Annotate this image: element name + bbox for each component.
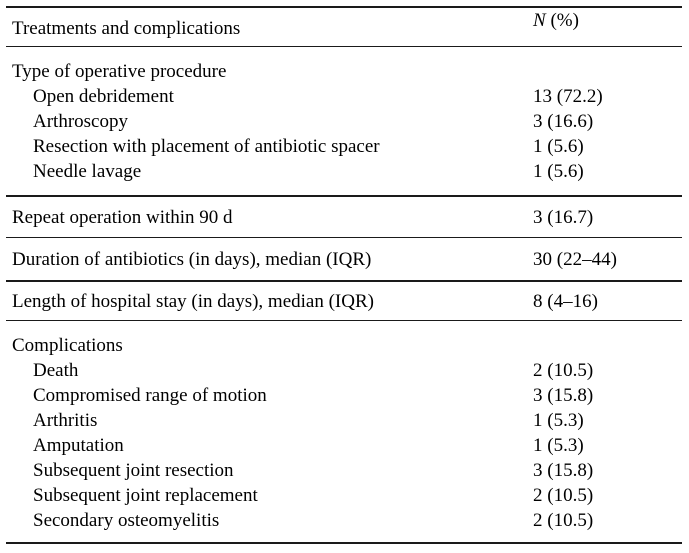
row-label: Complications	[12, 335, 123, 356]
row-value: 1 (5.3)	[533, 410, 584, 431]
horizontal-rule	[6, 319, 682, 321]
row-label: Death	[33, 360, 79, 381]
row-label: Compromised range of motion	[33, 385, 267, 406]
row-value: 2 (10.5)	[533, 485, 594, 506]
table-header-row: Treatments and complications N (%)	[6, 8, 682, 46]
horizontal-rule	[6, 236, 682, 238]
row-label: Amputation	[33, 435, 124, 456]
column-header-treatments: Treatments and complications	[12, 17, 241, 39]
row-value: 30 (22–44)	[533, 249, 617, 270]
row-value: 13 (72.2)	[533, 86, 603, 107]
horizontal-rule	[6, 280, 682, 282]
treatments-complications-table: Treatments and complications N (%) Type …	[6, 6, 682, 544]
table-row: Subsequent joint resection 3 (15.8)	[6, 458, 682, 483]
table-row: Type of operative procedure	[6, 59, 682, 84]
horizontal-rule-top	[6, 6, 682, 8]
row-label: Arthritis	[33, 410, 98, 431]
table-row: Death 2 (10.5)	[6, 358, 682, 383]
row-label: Secondary osteomyelitis	[33, 510, 220, 531]
table-row: Arthritis 1 (5.3)	[6, 408, 682, 433]
row-value: 2 (10.5)	[533, 510, 594, 531]
row-label: Open debridement	[33, 86, 174, 107]
table-row: Arthroscopy 3 (16.6)	[6, 109, 682, 134]
table-row: Length of hospital stay (in days), media…	[6, 289, 682, 314]
row-value: 1 (5.3)	[533, 435, 584, 456]
table-row: Subsequent joint replacement 2 (10.5)	[6, 483, 682, 508]
horizontal-rule-bottom	[6, 542, 682, 544]
table-section: Duration of antibiotics (in days), media…	[6, 238, 682, 280]
row-label: Needle lavage	[33, 161, 142, 182]
table-section: Type of operative procedure Open debridem…	[6, 47, 682, 195]
row-value: 3 (15.8)	[533, 460, 594, 481]
table-section: Repeat operation within 90 d 3 (16.7)	[6, 197, 682, 237]
row-label: Type of operative procedure	[12, 61, 227, 82]
row-label: Repeat operation within 90 d	[12, 206, 233, 228]
row-label: Subsequent joint resection	[33, 460, 234, 481]
table-row: Complications	[6, 333, 682, 358]
row-value: 8 (4–16)	[533, 290, 598, 312]
row-label: Resection with placement of antibiotic s…	[33, 136, 380, 157]
table-section: Complications Death 2 (10.5) Compromised ra…	[6, 321, 682, 542]
table-row: Duration of antibiotics (in days), media…	[6, 247, 682, 272]
row-label: Subsequent joint replacement	[33, 485, 258, 506]
horizontal-rule-header	[6, 45, 682, 47]
column-header-n-percent: N (%)	[533, 8, 579, 33]
table-row: Compromised range of motion 3 (15.8)	[6, 383, 682, 408]
row-value: 3 (15.8)	[533, 385, 594, 406]
table-row: Resection with placement of antibiotic s…	[6, 134, 682, 159]
row-value: 3 (16.6)	[533, 111, 594, 132]
row-value: 1 (5.6)	[533, 136, 584, 157]
row-label: Length of hospital stay (in days), media…	[12, 290, 374, 312]
table-body: Type of operative procedure Open debridem…	[6, 47, 682, 544]
table-row: Secondary osteomyelitis 2 (10.5)	[6, 508, 682, 533]
row-label: Arthroscopy	[33, 111, 128, 132]
horizontal-rule	[6, 195, 682, 197]
table-row: Amputation 1 (5.3)	[6, 433, 682, 458]
row-label: Duration of antibiotics (in days), media…	[12, 249, 372, 270]
table-section: Length of hospital stay (in days), media…	[6, 282, 682, 320]
row-value: 2 (10.5)	[533, 360, 594, 381]
row-value: 3 (16.7)	[533, 206, 594, 228]
table-row: Repeat operation within 90 d 3 (16.7)	[6, 205, 682, 230]
row-value: 1 (5.6)	[533, 161, 584, 182]
n-symbol: N	[533, 9, 546, 31]
table-row: Open debridement 13 (72.2)	[6, 84, 682, 109]
table-row: Needle lavage 1 (5.6)	[6, 159, 682, 184]
n-percent-suffix: (%)	[545, 9, 579, 31]
